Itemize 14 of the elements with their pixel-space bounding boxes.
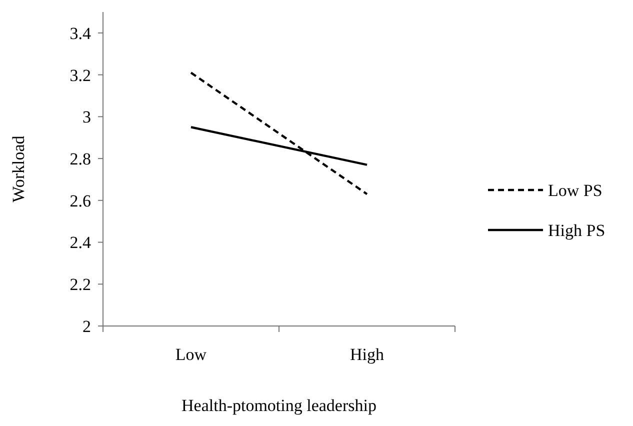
y-tick-label: 2.2: [70, 275, 91, 294]
y-tick-label: 2: [82, 316, 91, 336]
legend-label: High PS: [548, 220, 606, 240]
y-tick-label: 2.4: [70, 233, 92, 252]
legend-label: Low PS: [548, 180, 602, 200]
y-tick-label: 3.4: [70, 24, 92, 43]
y-axis-title: Workload: [9, 135, 28, 202]
x-tick-label: High: [350, 345, 384, 364]
y-tick-label: 2.6: [70, 191, 91, 210]
x-axis-title: Health-ptomoting leadership: [182, 396, 376, 415]
y-tick-label: 2.8: [70, 149, 91, 168]
y-tick-label: 3: [82, 108, 91, 127]
y-tick-label: 3.2: [70, 66, 91, 85]
x-tick-label: Low: [175, 345, 208, 364]
